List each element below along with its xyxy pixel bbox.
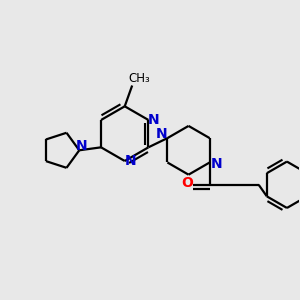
Text: N: N [124, 154, 136, 168]
Text: N: N [148, 113, 160, 127]
Text: N: N [76, 139, 88, 153]
Text: N: N [156, 127, 167, 141]
Text: CH₃: CH₃ [129, 72, 151, 85]
Text: N: N [210, 157, 222, 171]
Text: O: O [181, 176, 193, 190]
